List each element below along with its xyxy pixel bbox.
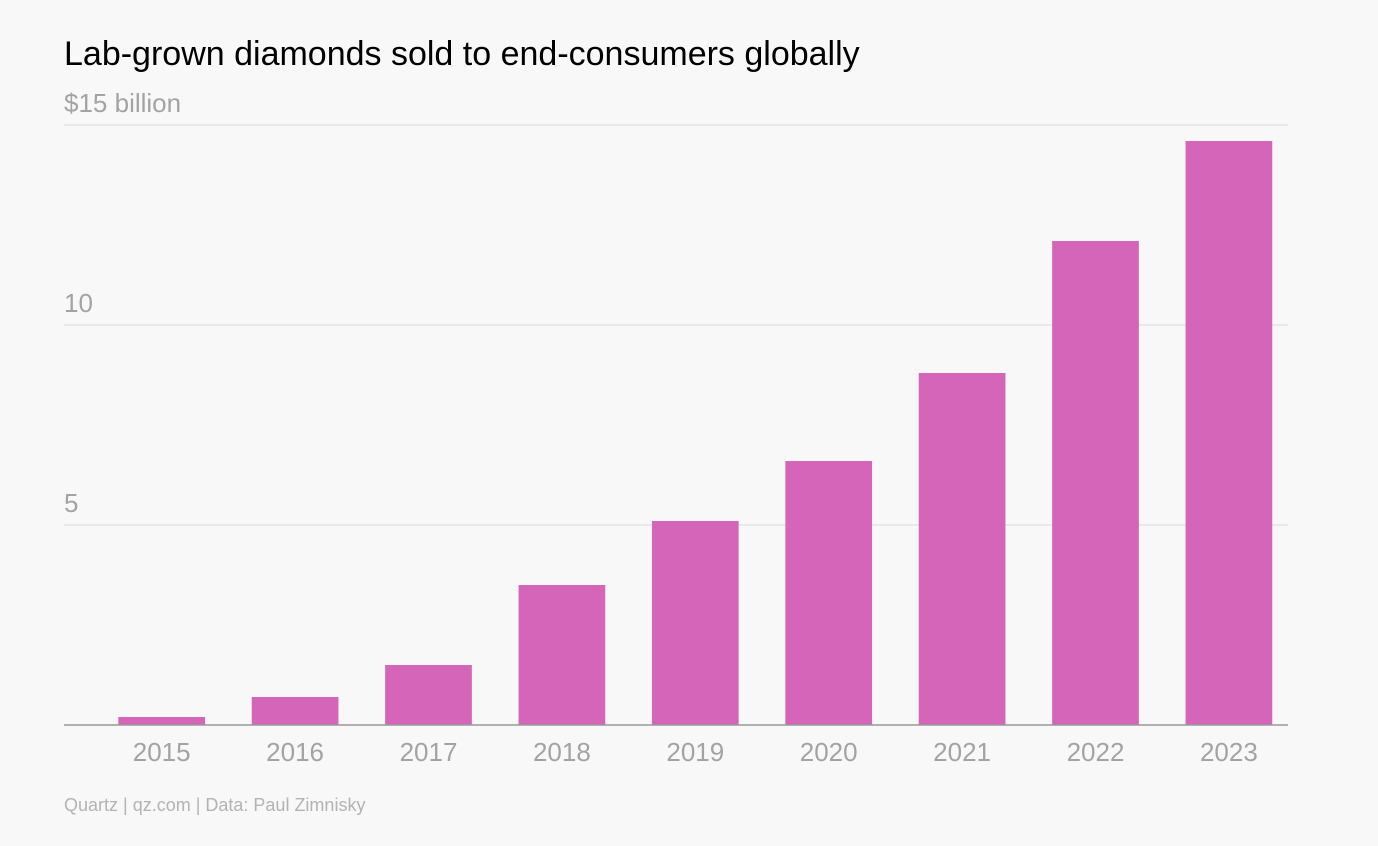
- x-tick-label: 2022: [1067, 737, 1125, 767]
- x-tick-label: 2016: [266, 737, 324, 767]
- x-tick-label: 2018: [533, 737, 591, 767]
- bar: [918, 373, 1006, 725]
- x-tick-label: 2021: [933, 737, 991, 767]
- bar: [651, 521, 739, 725]
- y-tick-label: $15 billion: [64, 88, 181, 118]
- x-tick-label: 2015: [133, 737, 191, 767]
- bar: [1185, 141, 1273, 725]
- x-tick-label: 2019: [666, 737, 724, 767]
- x-tick-label: 2017: [400, 737, 458, 767]
- x-tick-label: 2020: [800, 737, 858, 767]
- bar: [118, 717, 206, 725]
- y-tick-label: 5: [64, 488, 78, 518]
- x-tick-label: 2023: [1200, 737, 1258, 767]
- bar: [385, 665, 472, 725]
- y-tick-label: 10: [64, 288, 93, 318]
- bar: [785, 461, 873, 725]
- source-note: Quartz | qz.com | Data: Paul Zimnisky: [64, 795, 365, 815]
- bar: [251, 697, 339, 725]
- chart-title: Lab-grown diamonds sold to end-consumers…: [64, 35, 860, 73]
- bar: [518, 585, 606, 725]
- bar: [1052, 241, 1139, 725]
